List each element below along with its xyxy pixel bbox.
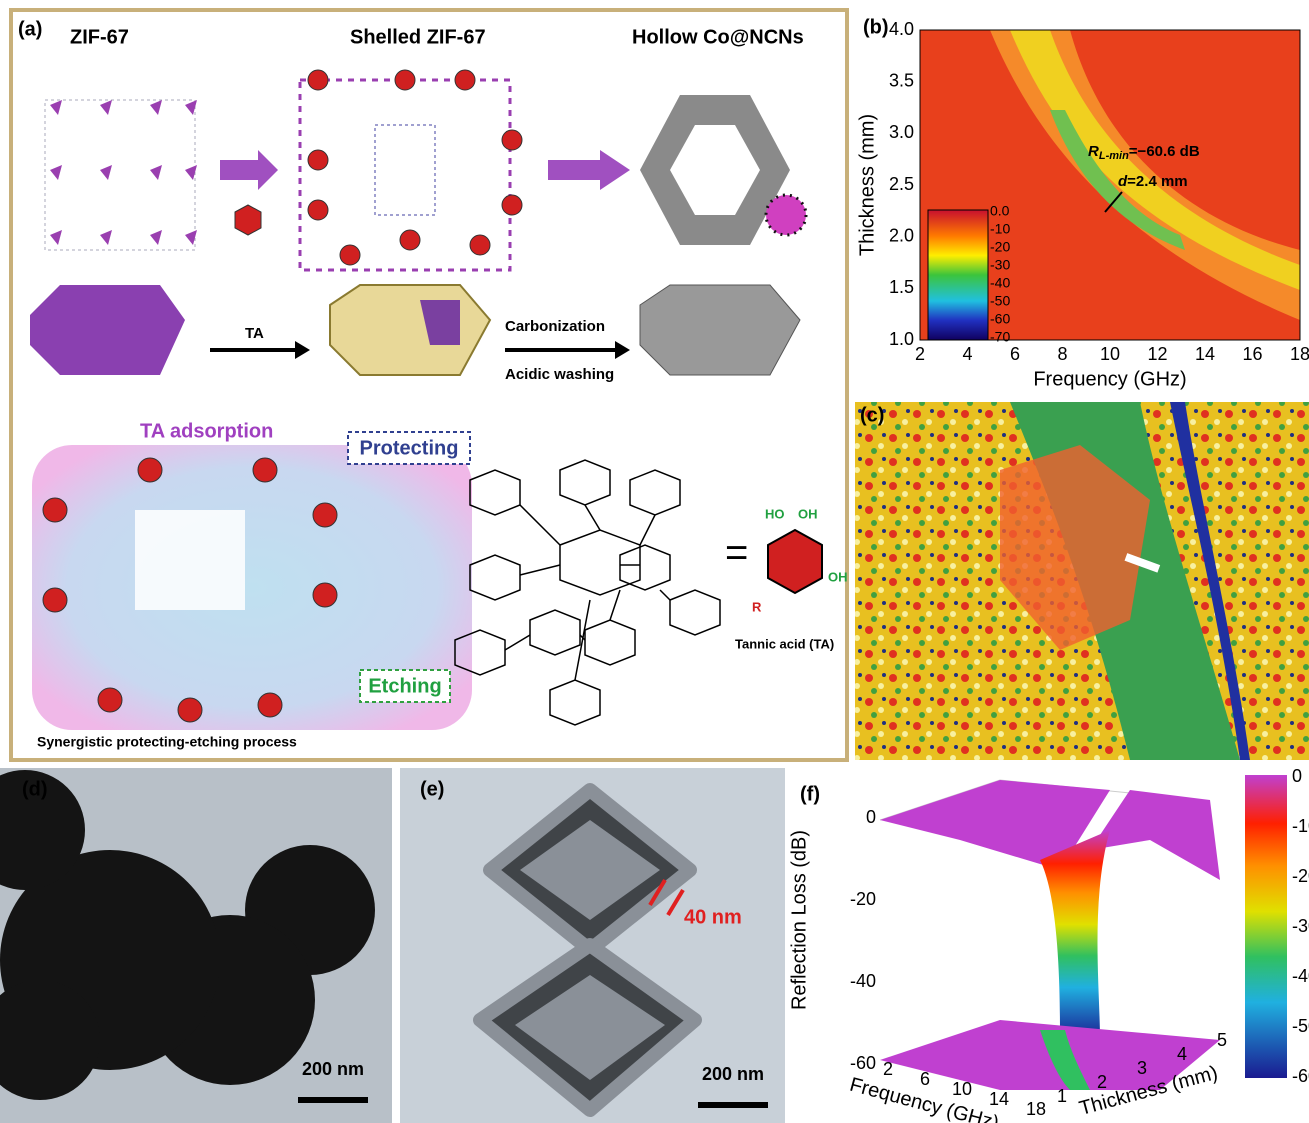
colorbar [927,209,989,341]
atom-label: OH [828,569,848,584]
hollow-crystal [639,284,801,376]
equals: = [725,531,748,575]
callout [347,431,471,465]
co-particle [764,193,808,237]
z-tick-label: 0 [866,807,876,827]
colorbar-tick-label: -60 [990,311,1010,327]
scale-label: 200 nm [702,1064,764,1084]
atom-label: HO [765,506,785,521]
colorbar-tick-label: -40 [990,275,1010,291]
y-tick-label: 1.5 [889,277,914,297]
z-axis-label: Reflection Loss (dB) [788,830,810,1010]
tannic-acid-structure [454,459,721,726]
shelled-lattice [298,69,523,272]
x-tick-label: 16 [1242,344,1262,364]
colorbar-tick-label: 0 [1292,766,1302,786]
thickness-label: 40 nm [684,906,742,928]
y-tick-label: 4 [1177,1044,1187,1064]
colorbar-tick-label: 0.0 [990,203,1010,219]
x-tick-label: 10 [952,1079,972,1099]
panel-label: (e) [420,778,444,800]
x-tick-label: 4 [962,344,972,364]
stage-title: Shelled ZIF-67 [350,26,486,48]
y-tick-label: 1.0 [889,329,914,349]
zif-crystal [30,285,185,375]
callout-text: Etching [368,675,441,697]
arrow-label: Carbonization [505,318,605,335]
atom-label: R [752,599,762,614]
x-tick-label: 2 [915,344,925,364]
panel-label: (d) [22,778,48,800]
scale-label: 200 nm [302,1059,364,1079]
x-axis-label: Frequency (GHz) [1033,368,1186,390]
y-tick-label: 2.5 [889,174,914,194]
ta-ring [767,528,823,595]
y-tick-label: 4.0 [889,19,914,39]
arrow-label: Acidic washing [505,366,614,383]
contour-plot [920,30,1300,341]
x-tick-label: 10 [1100,344,1120,364]
colorbar-tick-label: -70 [990,329,1010,345]
y-axis-label: Thickness (mm) [856,114,878,256]
panel-label: (a) [18,18,42,40]
annotation-arrow [1104,191,1123,213]
y-tick-label: 3.5 [889,70,914,90]
panel-label: (f) [800,783,820,805]
colorbar-tick-label: -40 [1292,966,1309,986]
y-tick-label: 1 [1057,1086,1067,1106]
x-tick-label: 18 [1290,344,1309,364]
ta-rings [42,457,338,723]
axes-frame [919,29,1301,341]
colorbar-tick-label: -60 [1292,1066,1309,1086]
caption: Synergistic protecting-etching process [37,734,297,750]
y-tick-label: 3 [1137,1058,1147,1078]
colorbar-tick-label: -20 [1292,866,1309,886]
arrow-label: TA [245,325,264,342]
annotation: RL-min=−60.6 dB [1088,143,1200,162]
surface-plot [879,775,1287,1090]
colorbar-tick-label: -10 [1292,816,1309,836]
stage-title: ZIF-67 [70,26,129,48]
y-tick-label: 3.0 [889,122,914,142]
arrow [548,150,630,190]
x-tick-label: 18 [1026,1099,1046,1119]
colorbar-tick-label: -20 [990,239,1010,255]
ta-ring [234,204,262,236]
x-tick-label: 14 [989,1089,1009,1109]
colorbar-tick-label: -10 [990,221,1010,237]
x-tick-label: 6 [920,1069,930,1089]
panel-label: (b) [863,16,889,38]
zif-lattice [44,99,197,251]
colorbar-tick-label: -50 [990,293,1010,309]
z-tick-label: -60 [850,1053,876,1073]
y-tick-label: 5 [1217,1030,1227,1050]
x-tick-label: 6 [1010,344,1020,364]
particles [0,770,375,1100]
x-tick-label: 2 [883,1059,893,1079]
z-tick-label: -40 [850,971,876,991]
y-tick-label: 2.0 [889,225,914,245]
callout [359,669,451,703]
z-tick-label: -20 [850,889,876,909]
shelled-crystal [329,284,492,376]
molecule-name: Tannic acid (TA) [735,636,834,651]
colorbar-tick-label: -30 [990,257,1010,273]
arrow [220,150,278,190]
y-tick-label: 2 [1097,1072,1107,1092]
x-tick-label: 14 [1195,344,1215,364]
colorbar [1245,775,1287,1078]
stage-title: Hollow Co@NCNs [632,26,804,48]
panel-label: (c) [860,404,884,426]
callout-text: Protecting [360,437,459,459]
x-tick-label: 12 [1147,344,1167,364]
process-label: TA adsorption [140,420,273,442]
colorbar-tick-label: -50 [1292,1016,1309,1036]
thickness-marker [648,878,667,907]
x-tick-label: 8 [1057,344,1067,364]
atom-label: OH [798,506,818,521]
colorbar-tick-label: -30 [1292,916,1309,936]
annotation: d=2.4 mm [1118,173,1188,190]
